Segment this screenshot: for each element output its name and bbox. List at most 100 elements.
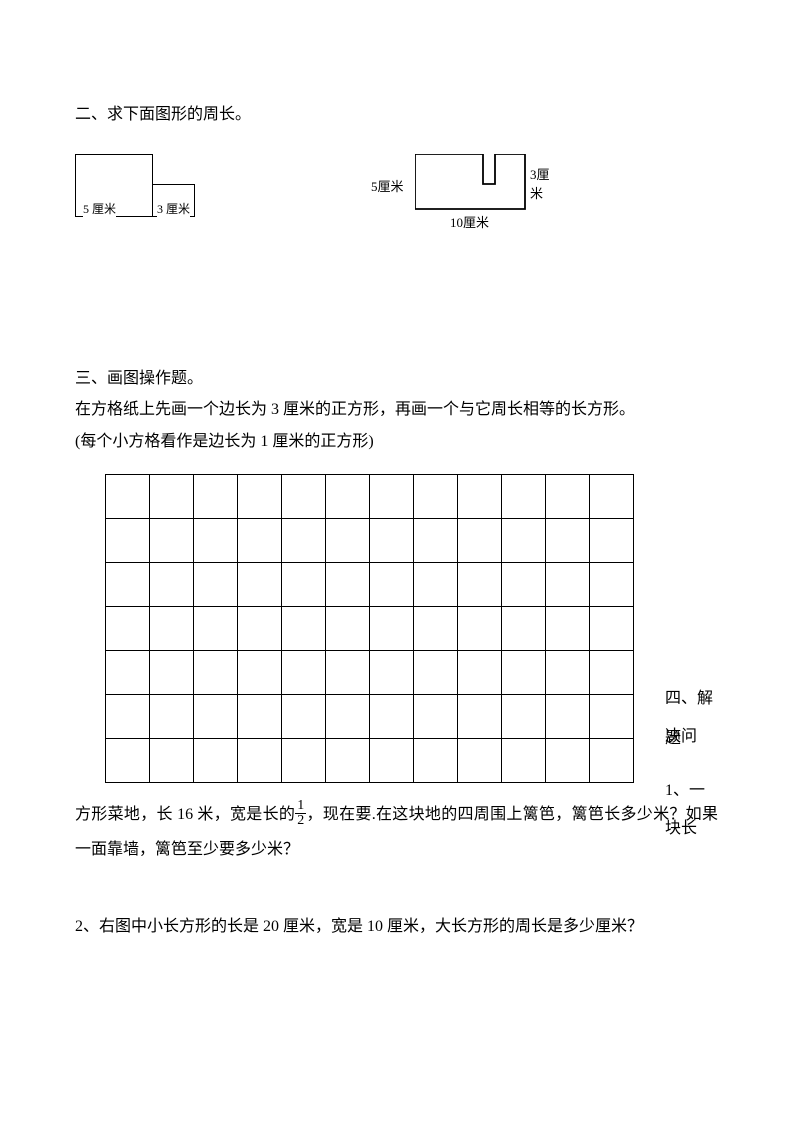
grid-cell bbox=[282, 475, 326, 519]
grid-cell bbox=[414, 519, 458, 563]
grid-cell bbox=[546, 695, 590, 739]
fig1-label-3cm: 3 厘米 bbox=[157, 200, 190, 217]
grid-cell bbox=[502, 519, 546, 563]
grid-cell bbox=[458, 739, 502, 783]
grid-cell bbox=[502, 607, 546, 651]
grid-cell bbox=[150, 519, 194, 563]
grid-cell bbox=[326, 607, 370, 651]
grid-cell bbox=[458, 695, 502, 739]
grid-cell bbox=[458, 563, 502, 607]
q2-figures: 5 厘米 3 厘米 5厘米 3厘米 10厘米 bbox=[75, 154, 718, 234]
grid-cell bbox=[150, 475, 194, 519]
grid-cell bbox=[106, 651, 150, 695]
grid-cell bbox=[326, 739, 370, 783]
grid-cell bbox=[106, 519, 150, 563]
q3-title: 三、画图操作题。 bbox=[75, 364, 718, 388]
q2-figure-2: 5厘米 3厘米 10厘米 bbox=[375, 154, 560, 234]
grid-cell bbox=[106, 475, 150, 519]
grid-cell bbox=[370, 519, 414, 563]
grid-cell bbox=[238, 695, 282, 739]
grid-cell bbox=[238, 651, 282, 695]
grid-cell bbox=[194, 651, 238, 695]
grid-cell bbox=[370, 475, 414, 519]
q2-title: 二、求下面图形的周长。 bbox=[75, 100, 718, 124]
grid-cell bbox=[106, 563, 150, 607]
fraction-denominator: 2 bbox=[295, 814, 306, 828]
grid-cell bbox=[414, 651, 458, 695]
q4-item1-body: 方形菜地，长 16 米，宽是长的12，现在要.在这块地的四周围上篱笆，篱笆长多少… bbox=[75, 797, 718, 867]
grid-cell bbox=[282, 563, 326, 607]
grid-cell bbox=[194, 475, 238, 519]
grid-cell bbox=[282, 607, 326, 651]
grid-cell bbox=[194, 695, 238, 739]
grid-cell bbox=[414, 475, 458, 519]
fraction-numerator: 1 bbox=[295, 799, 306, 814]
grid-cell bbox=[150, 607, 194, 651]
q3-text-line1: 在方格纸上先画一个边长为 3 厘米的正方形，再画一个与它周长相等的长方形。 bbox=[75, 394, 718, 426]
q4-heading-part2: 题 bbox=[665, 720, 681, 758]
grid-cell bbox=[414, 695, 458, 739]
grid-cell bbox=[546, 607, 590, 651]
grid-cell bbox=[194, 607, 238, 651]
q3-section: 三、画图操作题。 在方格纸上先画一个边长为 3 厘米的正方形，再画一个与它周长相… bbox=[75, 364, 718, 458]
q2-figure-1: 5 厘米 3 厘米 bbox=[75, 154, 195, 224]
grid-cell bbox=[370, 563, 414, 607]
grid-cell bbox=[546, 651, 590, 695]
grid-cell bbox=[458, 651, 502, 695]
grid-cell bbox=[546, 563, 590, 607]
fig2-path bbox=[415, 154, 525, 209]
grid-cell bbox=[590, 695, 634, 739]
grid-cell bbox=[326, 695, 370, 739]
grid-cell bbox=[150, 651, 194, 695]
grid-cell bbox=[502, 695, 546, 739]
grid-cell bbox=[282, 695, 326, 739]
grid-wrapper: 四、解决问 题 1、一块长 bbox=[105, 474, 718, 783]
grid-cell bbox=[414, 563, 458, 607]
answer-grid bbox=[105, 474, 634, 783]
grid-cell bbox=[282, 519, 326, 563]
q3-text-line2: (每个小方格看作是边长为 1 厘米的正方形) bbox=[75, 426, 718, 458]
grid-cell bbox=[194, 519, 238, 563]
grid-cell bbox=[106, 607, 150, 651]
grid-cell bbox=[106, 695, 150, 739]
grid-cell bbox=[590, 739, 634, 783]
grid-cell bbox=[370, 651, 414, 695]
grid-cell bbox=[458, 519, 502, 563]
grid-cell bbox=[590, 475, 634, 519]
fraction-half: 12 bbox=[295, 799, 306, 828]
grid-cell bbox=[590, 563, 634, 607]
q4-item1-text-a: 方形菜地，长 16 米，宽是长的 bbox=[75, 806, 295, 823]
grid-cell bbox=[546, 475, 590, 519]
grid-cell bbox=[106, 739, 150, 783]
fig2-svg bbox=[415, 154, 535, 219]
fig2-label-3cm: 3厘米 bbox=[530, 164, 560, 202]
grid-cell bbox=[238, 607, 282, 651]
grid-cell bbox=[238, 475, 282, 519]
q4-item2: 2、右图中小长方形的长是 20 厘米，宽是 10 厘米，大长方形的周长是多少厘米… bbox=[75, 913, 718, 942]
grid-cell bbox=[194, 563, 238, 607]
grid-cell bbox=[150, 739, 194, 783]
grid-cell bbox=[282, 739, 326, 783]
grid-cell bbox=[282, 651, 326, 695]
grid-cell bbox=[326, 475, 370, 519]
grid-cell bbox=[546, 739, 590, 783]
grid-cell bbox=[150, 695, 194, 739]
grid-cell bbox=[546, 519, 590, 563]
grid-cell bbox=[502, 651, 546, 695]
grid-cell bbox=[502, 739, 546, 783]
grid-cell bbox=[458, 475, 502, 519]
grid-cell bbox=[326, 651, 370, 695]
grid-cell bbox=[238, 739, 282, 783]
fig1-label-5cm: 5 厘米 bbox=[83, 200, 116, 217]
fig2-label-10cm: 10厘米 bbox=[450, 212, 489, 231]
grid-cell bbox=[502, 475, 546, 519]
grid-cell bbox=[370, 695, 414, 739]
grid-cell bbox=[590, 519, 634, 563]
grid-cell bbox=[590, 651, 634, 695]
grid-cell bbox=[238, 519, 282, 563]
grid-cell bbox=[326, 519, 370, 563]
grid-cell bbox=[370, 739, 414, 783]
grid-cell bbox=[458, 607, 502, 651]
grid-cell bbox=[370, 607, 414, 651]
grid-cell bbox=[326, 563, 370, 607]
